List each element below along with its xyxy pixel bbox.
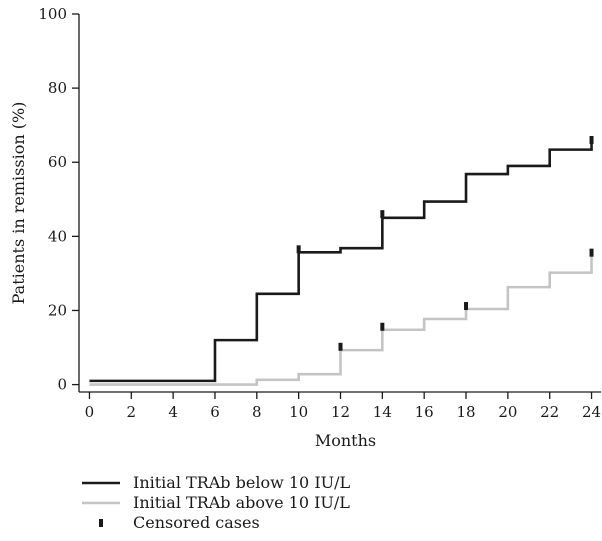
censor-mark — [380, 322, 385, 331]
x-tick-label: 2 — [127, 403, 137, 421]
y-axis-title: Patients in remission (%) — [9, 102, 28, 305]
legend-label-censored: Censored cases — [133, 513, 260, 532]
y-tick-label: 20 — [48, 301, 67, 319]
x-tick-label: 10 — [289, 403, 308, 421]
x-ticks: 0 2 4 6 8 10 12 14 16 18 20 22 24 — [85, 392, 601, 421]
x-tick-label: 4 — [168, 403, 178, 421]
x-tick-label: 18 — [456, 403, 475, 421]
y-tick-label: 0 — [57, 376, 67, 394]
x-tick-label: 16 — [415, 403, 434, 421]
censor-mark — [338, 342, 343, 351]
x-tick-label: 0 — [85, 403, 95, 421]
legend: Initial TRAb below 10 IU/L Initial TRAb … — [82, 473, 351, 532]
legend-label-above: Initial TRAb above 10 IU/L — [133, 493, 350, 512]
x-tick-label: 12 — [331, 403, 350, 421]
series-line-1 — [89, 253, 593, 386]
y-tick-label: 40 — [48, 227, 67, 245]
y-tick-label: 100 — [38, 5, 67, 23]
censor-mark — [380, 210, 385, 219]
x-tick-label: 14 — [373, 403, 392, 421]
x-tick-label: 8 — [252, 403, 262, 421]
legend-censor-mark — [99, 519, 103, 527]
x-tick-label: 20 — [498, 403, 517, 421]
censor-mark — [589, 248, 594, 257]
x-tick-label: 6 — [210, 403, 220, 421]
x-axis-title: Months — [315, 431, 376, 450]
x-tick-label: 22 — [540, 403, 559, 421]
x-tick-label: 24 — [582, 403, 601, 421]
censor-mark — [296, 245, 301, 254]
censor-mark — [464, 302, 469, 311]
y-ticks: 0 20 40 60 80 100 — [38, 5, 79, 394]
censor-marks — [296, 136, 594, 351]
legend-label-below: Initial TRAb below 10 IU/L — [133, 473, 351, 492]
y-tick-label: 60 — [48, 153, 67, 171]
y-tick-label: 80 — [48, 79, 67, 97]
censor-mark — [589, 136, 594, 144]
